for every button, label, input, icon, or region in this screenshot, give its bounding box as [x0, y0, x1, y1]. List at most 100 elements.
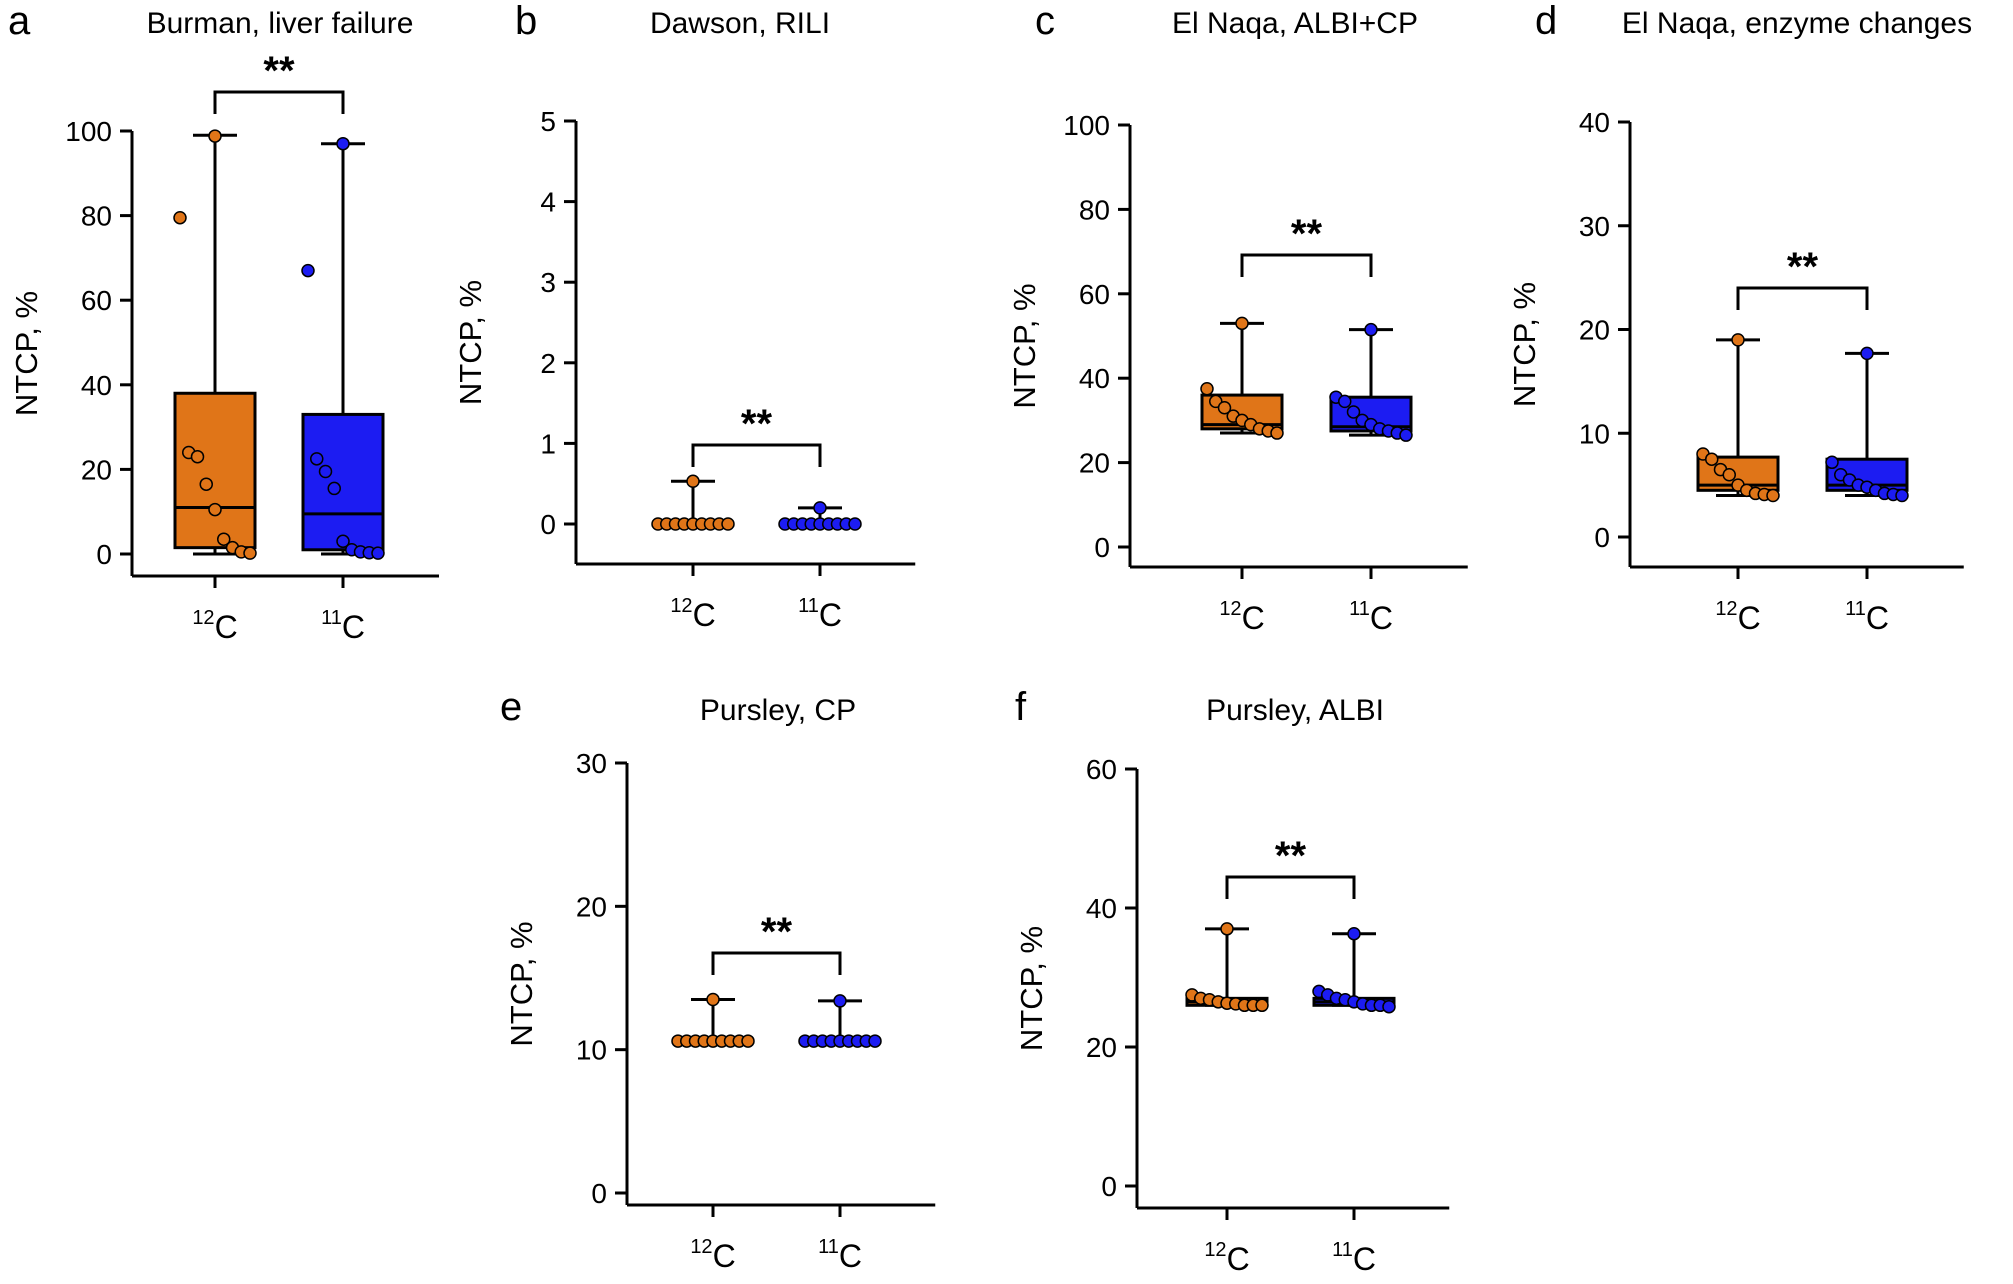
box-group-12c	[1185, 922, 1269, 1013]
category-symbol: C	[693, 597, 716, 633]
significance-label: **	[761, 910, 793, 954]
category-symbol: C	[342, 609, 365, 645]
category-superscript: 12	[670, 595, 692, 617]
significance-bracket	[711, 951, 842, 975]
category-symbol: C	[839, 1238, 862, 1274]
data-point	[1705, 452, 1719, 466]
box	[173, 391, 257, 550]
significance-bracket	[1240, 253, 1373, 277]
data-point	[173, 210, 187, 225]
significance-bracket	[1736, 286, 1869, 310]
y-tick-label: 40	[1579, 107, 1610, 138]
category-symbol: C	[215, 609, 238, 645]
category-label: 12C	[1204, 1239, 1249, 1277]
y-tick-label: 2	[540, 348, 556, 379]
panel-letter: c	[1035, 0, 1055, 43]
chart-title: Pursley, CP	[700, 694, 856, 727]
category-label: 11C	[1349, 598, 1393, 636]
significance-label: **	[1275, 834, 1307, 878]
y-tick-label: 5	[540, 106, 556, 137]
y-tick-label: 0	[591, 1178, 607, 1209]
panel-a: a Burman, liver failure 0 20 40 60 80 100 NTCP, …	[8, 0, 439, 645]
y-tick-label: 60	[1079, 279, 1110, 310]
panel-letter: f	[1015, 685, 1027, 729]
significance-bracket	[213, 90, 345, 114]
category-superscript: 12	[1219, 598, 1241, 620]
data-point	[1766, 488, 1780, 503]
chart-title: Pursley, ALBI	[1206, 694, 1384, 727]
y-tick-label: 1	[540, 428, 556, 459]
data-point	[1382, 999, 1396, 1014]
significance-label: **	[263, 49, 295, 93]
y-tick-label: 40	[1079, 363, 1110, 394]
y-axis-label: NTCP, %	[1007, 283, 1042, 408]
data-point	[1255, 998, 1269, 1013]
category-label: 11C	[321, 607, 365, 645]
category-symbol: C	[1866, 600, 1889, 636]
y-axis-label: NTCP, %	[453, 280, 488, 405]
data-point	[301, 263, 315, 278]
y-tick-label: 100	[1063, 110, 1110, 141]
data-point	[833, 994, 847, 1008]
box-group-11c	[1329, 322, 1413, 442]
category-superscript: 12	[690, 1236, 712, 1258]
data-point	[1217, 400, 1232, 415]
data-point	[1399, 428, 1413, 442]
y-tick-label: 30	[576, 748, 607, 779]
category-superscript: 11	[321, 607, 342, 629]
category-symbol: C	[713, 1238, 736, 1274]
data-point	[371, 546, 385, 560]
data-point	[217, 532, 231, 546]
data-point	[199, 477, 213, 491]
category-superscript: 12	[1204, 1239, 1226, 1261]
y-axis-label: NTCP, %	[504, 921, 539, 1046]
y-tick-label: 0	[1594, 522, 1610, 553]
y-tick-label: 60	[81, 285, 112, 316]
panel-d: d El Naqa, enzyme changes 0 10 20 30 40 NTCP, %…	[1507, 0, 1972, 636]
category-symbol: C	[1738, 600, 1761, 636]
box-group-12c	[671, 992, 755, 1048]
category-superscript: 11	[798, 595, 819, 617]
data-point	[1346, 405, 1361, 419]
category-superscript: 11	[818, 1236, 839, 1258]
box-group-11c	[798, 994, 882, 1048]
data-point	[1220, 922, 1234, 936]
significance-bracket	[691, 443, 822, 467]
y-tick-label: 10	[1579, 418, 1610, 449]
y-tick-label: 0	[540, 509, 556, 540]
category-label: 11C	[1845, 598, 1889, 636]
chart-title: Dawson, RILI	[650, 7, 830, 40]
category-symbol: C	[1242, 600, 1265, 636]
data-point	[706, 992, 720, 1007]
data-point	[336, 534, 350, 549]
data-point	[1860, 346, 1874, 361]
y-tick-label: 20	[81, 454, 112, 485]
significance-label: **	[1787, 245, 1819, 289]
category-label: 11C	[1332, 1239, 1376, 1277]
category-label: 12C	[1219, 598, 1264, 636]
box-group-12c	[1200, 316, 1284, 440]
data-point	[1200, 382, 1214, 396]
box-group-11c	[778, 501, 862, 531]
data-point	[1895, 488, 1909, 503]
y-tick-label: 80	[1079, 194, 1110, 225]
category-label: 12C	[192, 607, 237, 645]
data-point	[190, 449, 205, 464]
chart-title: El Naqa, ALBI+CP	[1172, 7, 1418, 40]
data-point	[1338, 394, 1352, 409]
y-axis-label: NTCP, %	[1507, 282, 1542, 407]
data-point	[1270, 426, 1284, 440]
category-symbol: C	[1353, 1241, 1376, 1277]
category-superscript: 11	[1845, 598, 1866, 620]
category-symbol: C	[1227, 1241, 1250, 1277]
panel-letter: e	[500, 685, 522, 729]
data-point	[1731, 333, 1745, 347]
y-tick-label: 0	[1094, 532, 1110, 563]
data-point	[208, 129, 222, 143]
data-point	[686, 474, 700, 489]
chart-title: Burman, liver failure	[147, 7, 414, 40]
